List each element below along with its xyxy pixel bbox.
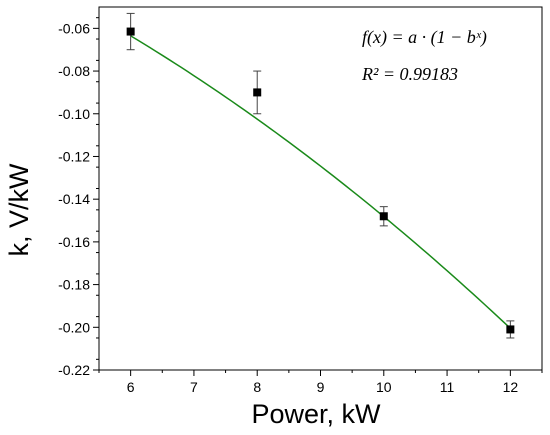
data-point bbox=[379, 212, 388, 221]
fit-r-squared: R² = 0.99183 bbox=[361, 64, 458, 84]
y-axis-title: k, V/kW bbox=[4, 163, 34, 257]
fit-equation: f(x) = a · (1 − bˣ) bbox=[362, 27, 487, 48]
data-point bbox=[506, 325, 515, 334]
y-tick-label: -0.06 bbox=[58, 20, 90, 36]
y-tick-label: -0.16 bbox=[58, 234, 90, 250]
x-tick-label: 8 bbox=[253, 379, 261, 395]
x-tick-label: 9 bbox=[317, 379, 325, 395]
error-bars-layer bbox=[126, 12, 515, 339]
y-tick-label: -0.10 bbox=[58, 106, 90, 122]
x-tick-label: 7 bbox=[190, 379, 198, 395]
x-tick-label: 12 bbox=[503, 379, 519, 395]
y-tick-label: -0.18 bbox=[58, 277, 90, 293]
fit-curve bbox=[130, 35, 511, 329]
x-tick-label: 6 bbox=[127, 379, 135, 395]
x-tick-label: 10 bbox=[376, 379, 392, 395]
x-tick-label: 11 bbox=[440, 379, 455, 395]
data-point bbox=[126, 27, 135, 36]
y-tick-label: -0.20 bbox=[58, 319, 90, 335]
plot-border bbox=[98, 6, 543, 371]
plot-frame bbox=[98, 6, 543, 371]
y-tick-label: -0.08 bbox=[58, 63, 90, 79]
y-tick-label: -0.22 bbox=[58, 362, 90, 378]
x-axis-ticks: 6 7 8 9 10 11 12 bbox=[98, 370, 543, 395]
data-point bbox=[253, 88, 262, 97]
y-axis-ticks: -0.06 -0.08 -0.10 -0.12 -0.14 -0.16 -0.18 -0.20… bbox=[58, 17, 99, 378]
fit-curve-layer bbox=[130, 35, 511, 329]
data-points-layer bbox=[126, 27, 515, 334]
y-tick-label: -0.14 bbox=[58, 191, 90, 207]
y-tick-label: -0.12 bbox=[58, 148, 90, 164]
x-axis-title: Power, kW bbox=[251, 399, 381, 429]
